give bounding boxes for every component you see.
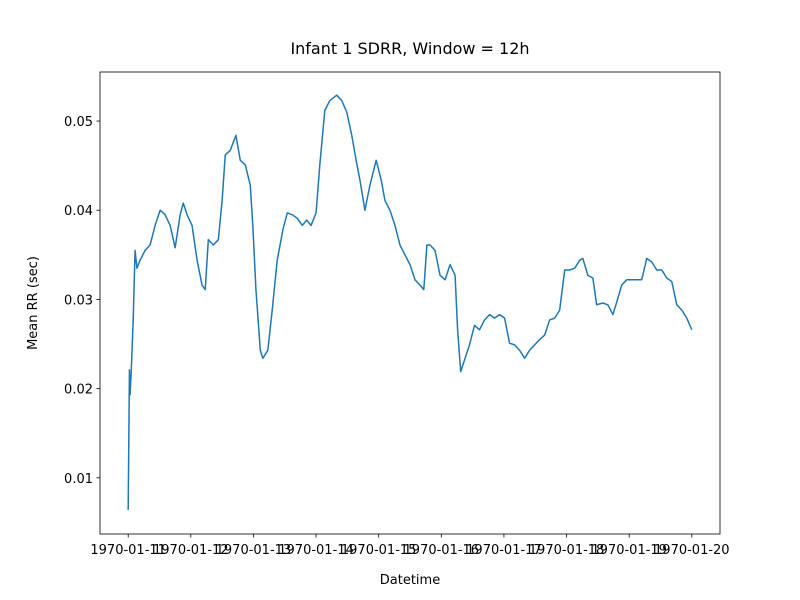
y-tick-label: 0.03	[64, 293, 93, 308]
x-tick-label: 1970-01-17	[466, 543, 542, 558]
x-tick-label: 1970-01-11	[90, 543, 166, 558]
chart-title: Infant 1 SDRR, Window = 12h	[290, 39, 529, 58]
y-axis-label: Mean RR (sec)	[26, 256, 41, 350]
y-tick-label: 0.05	[64, 115, 93, 130]
y-tick-label: 0.01	[64, 472, 93, 487]
x-tick-label: 1970-01-13	[216, 543, 292, 558]
y-tick-label: 0.04	[64, 204, 93, 219]
axes-frame	[99, 71, 721, 535]
x-tick-label: 1970-01-20	[654, 543, 730, 558]
x-tick-label: 1970-01-16	[404, 543, 480, 558]
x-tick-label: 1970-01-14	[278, 543, 354, 558]
x-tick-label: 1970-01-12	[153, 543, 229, 558]
x-axis-label: Datetime	[380, 573, 440, 588]
x-tick-label: 1970-01-18	[529, 543, 605, 558]
x-tick-label: 1970-01-15	[341, 543, 417, 558]
y-tick-label: 0.02	[64, 383, 93, 398]
x-tick-label: 1970-01-19	[591, 543, 667, 558]
data-line	[127, 94, 693, 510]
